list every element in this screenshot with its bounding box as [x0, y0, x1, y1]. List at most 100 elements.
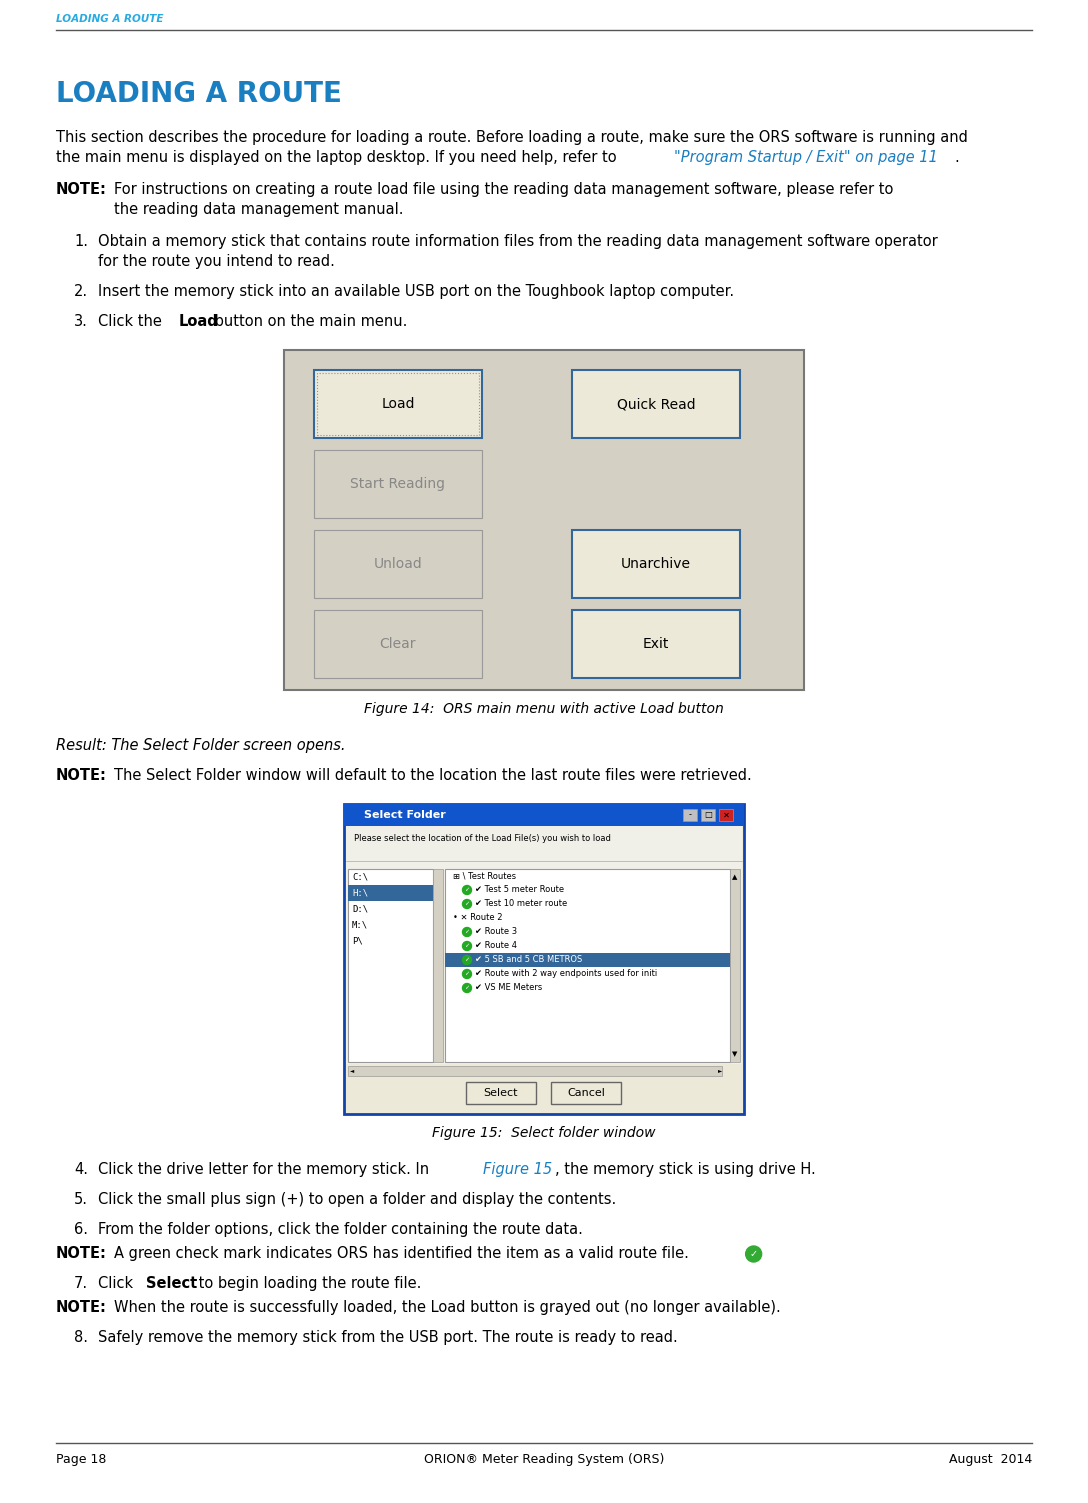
Bar [287, 353, 801, 687]
Text: Quick Read: Quick Read [617, 397, 695, 410]
Text: NOTE:: NOTE: [55, 1300, 107, 1315]
Circle shape [462, 956, 471, 965]
Text: Unload: Unload [373, 558, 422, 571]
Bar [445, 953, 730, 966]
Text: ►: ► [718, 1069, 722, 1073]
Text: LOADING A ROUTE: LOADING A ROUTE [55, 14, 163, 24]
Text: button on the main menu.: button on the main menu. [210, 314, 408, 329]
Bar [348, 1066, 722, 1076]
Text: Unarchive: Unarchive [621, 558, 691, 571]
Text: Clear: Clear [380, 637, 417, 651]
Text: ◄: ◄ [350, 1069, 355, 1073]
Text: NOTE:: NOTE: [55, 1246, 107, 1261]
Text: Click the: Click the [98, 314, 166, 329]
Text: 3.: 3. [74, 314, 88, 329]
Bar [317, 373, 479, 434]
Text: ✓: ✓ [465, 887, 470, 893]
Bar [572, 531, 740, 598]
Circle shape [462, 983, 471, 992]
Text: ▼: ▼ [732, 1051, 738, 1057]
Text: Load: Load [381, 397, 415, 410]
Circle shape [745, 1246, 762, 1263]
Text: ▲: ▲ [732, 875, 738, 879]
Text: , the memory stick is using drive H.: , the memory stick is using drive H. [555, 1162, 816, 1177]
Bar [314, 531, 482, 598]
Bar [314, 449, 482, 519]
Text: Safely remove the memory stick from the USB port. The route is ready to read.: Safely remove the memory stick from the … [98, 1330, 678, 1345]
Text: ✕: ✕ [722, 810, 729, 819]
Text: For instructions on creating a route load file using the reading data management: For instructions on creating a route loa… [114, 182, 893, 197]
Circle shape [462, 941, 471, 950]
Text: Result: The Select Folder screen opens.: Result: The Select Folder screen opens. [55, 738, 346, 753]
Text: ✓: ✓ [465, 957, 470, 962]
Text: Select: Select [146, 1276, 197, 1291]
Bar [314, 370, 482, 437]
Circle shape [462, 927, 471, 936]
Text: ✔ Route 4: ✔ Route 4 [475, 941, 517, 950]
Text: A green check mark indicates ORS has identified the item as a valid route file.: A green check mark indicates ORS has ide… [114, 1246, 689, 1261]
Text: ✓: ✓ [465, 902, 470, 906]
Text: ✓: ✓ [465, 971, 470, 977]
Bar [466, 1082, 536, 1105]
Text: P\: P\ [353, 936, 362, 945]
Text: Click: Click [98, 1276, 138, 1291]
Text: Insert the memory stick into an available USB port on the Toughbook laptop compu: Insert the memory stick into an availabl… [98, 284, 734, 299]
Text: Click the drive letter for the memory stick. In: Click the drive letter for the memory st… [98, 1162, 434, 1177]
Text: ORION® Meter Reading System (ORS): ORION® Meter Reading System (ORS) [424, 1453, 664, 1465]
Text: Exit: Exit [643, 637, 669, 651]
Text: 8.: 8. [74, 1330, 88, 1345]
Text: H:\: H:\ [353, 888, 368, 897]
Text: Cancel: Cancel [567, 1088, 605, 1099]
Text: August  2014: August 2014 [949, 1453, 1033, 1465]
Text: NOTE:: NOTE: [55, 768, 107, 783]
Bar [551, 1082, 621, 1105]
Text: ✔ Test 5 meter Route: ✔ Test 5 meter Route [475, 885, 564, 894]
Bar [346, 827, 742, 1064]
Text: Please select the location of the Load File(s) you wish to load: Please select the location of the Load F… [354, 834, 610, 843]
Text: M:\: M:\ [353, 920, 368, 929]
Text: Click the small plus sign (+) to open a folder and display the contents.: Click the small plus sign (+) to open a … [98, 1192, 616, 1207]
Circle shape [462, 969, 471, 978]
Text: Page 18: Page 18 [55, 1453, 107, 1465]
Bar [314, 610, 482, 678]
Text: for the route you intend to read.: for the route you intend to read. [98, 254, 335, 269]
Bar [344, 804, 744, 827]
Text: ✓: ✓ [465, 929, 470, 935]
Text: ✔ Route 3: ✔ Route 3 [475, 927, 517, 936]
Bar [344, 804, 744, 1114]
Bar [572, 610, 740, 678]
Text: ✔ Route with 2 way endpoints used for initi: ✔ Route with 2 way endpoints used for in… [475, 969, 657, 978]
Text: Select: Select [484, 1088, 518, 1099]
Text: Figure 15:  Select folder window: Figure 15: Select folder window [432, 1126, 656, 1139]
Text: Figure 14:  ORS main menu with active Load button: Figure 14: ORS main menu with active Loa… [364, 702, 724, 715]
Bar [730, 869, 740, 1063]
Text: ✔ Test 10 meter route: ✔ Test 10 meter route [475, 899, 567, 908]
Text: 2.: 2. [74, 284, 88, 299]
Text: Obtain a memory stick that contains route information files from the reading dat: Obtain a memory stick that contains rout… [98, 234, 938, 249]
Text: "Program Startup / Exit" on page 11: "Program Startup / Exit" on page 11 [673, 150, 938, 165]
Text: ✓: ✓ [465, 986, 470, 990]
Text: From the folder options, click the folder containing the route data.: From the folder options, click the folde… [98, 1222, 583, 1237]
Text: ✓: ✓ [465, 944, 470, 948]
Text: to begin loading the route file.: to begin loading the route file. [195, 1276, 422, 1291]
Text: 5.: 5. [74, 1192, 88, 1207]
Text: ✔ 5 SB and 5 CB METROS: ✔ 5 SB and 5 CB METROS [475, 956, 582, 965]
Bar [433, 869, 443, 1063]
Text: D:\: D:\ [353, 905, 368, 914]
Text: Select Folder: Select Folder [364, 810, 446, 821]
Bar [701, 809, 715, 821]
Text: Figure 15: Figure 15 [483, 1162, 552, 1177]
Circle shape [462, 899, 471, 908]
Text: the main menu is displayed on the laptop desktop. If you need help, refer to: the main menu is displayed on the laptop… [55, 150, 621, 165]
Text: 1.: 1. [74, 234, 88, 249]
Text: the reading data management manual.: the reading data management manual. [114, 201, 404, 216]
Text: 6.: 6. [74, 1222, 88, 1237]
Text: Load: Load [178, 314, 218, 329]
Text: The Select Folder window will default to the location the last route files were : The Select Folder window will default to… [114, 768, 752, 783]
Circle shape [462, 885, 471, 894]
Text: C:\: C:\ [353, 873, 368, 881]
Text: 7.: 7. [74, 1276, 88, 1291]
Text: • ✕ Route 2: • ✕ Route 2 [453, 914, 503, 923]
Text: ✔ VS ME Meters: ✔ VS ME Meters [475, 983, 542, 992]
Bar [719, 809, 733, 821]
